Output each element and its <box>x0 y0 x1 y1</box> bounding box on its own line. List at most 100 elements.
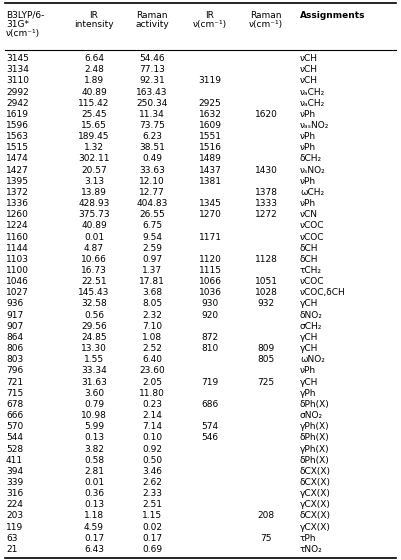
Text: 404.83: 404.83 <box>136 199 168 208</box>
Text: 73.75: 73.75 <box>139 121 165 130</box>
Text: 1516: 1516 <box>198 143 221 152</box>
Text: 686: 686 <box>201 400 219 409</box>
Text: 24.85: 24.85 <box>81 333 107 342</box>
Text: 0.10: 0.10 <box>142 433 162 442</box>
Text: 1171: 1171 <box>198 232 221 241</box>
Text: 0.01: 0.01 <box>84 232 104 241</box>
Text: γPh: γPh <box>300 389 316 398</box>
Text: 13.30: 13.30 <box>81 344 107 353</box>
Text: 0.97: 0.97 <box>142 255 162 264</box>
Text: 63: 63 <box>6 534 18 543</box>
Text: 11.80: 11.80 <box>139 389 165 398</box>
Text: 1427: 1427 <box>6 166 29 175</box>
Text: 0.69: 0.69 <box>142 545 162 554</box>
Text: 0.23: 0.23 <box>142 400 162 409</box>
Text: 1260: 1260 <box>6 210 29 220</box>
Text: 31G*: 31G* <box>6 20 29 29</box>
Text: 1489: 1489 <box>198 155 221 164</box>
Text: 1563: 1563 <box>6 132 29 141</box>
Text: 3134: 3134 <box>6 65 29 74</box>
Text: 1378: 1378 <box>255 188 277 197</box>
Text: ν(cm⁻¹): ν(cm⁻¹) <box>6 29 40 38</box>
Text: 302.11: 302.11 <box>78 155 110 164</box>
Text: γCX(X): γCX(X) <box>300 522 331 531</box>
Text: 3.82: 3.82 <box>84 445 104 454</box>
Text: 3.13: 3.13 <box>84 177 104 186</box>
Text: 1381: 1381 <box>198 177 221 186</box>
Text: 2.48: 2.48 <box>84 65 104 74</box>
Text: σCH₂: σCH₂ <box>300 322 322 331</box>
Text: 428.93: 428.93 <box>78 199 110 208</box>
Text: 25.45: 25.45 <box>81 110 107 119</box>
Text: 1115: 1115 <box>198 266 221 275</box>
Text: 1028: 1028 <box>255 288 277 297</box>
Text: 203: 203 <box>6 511 23 520</box>
Text: 29.56: 29.56 <box>81 322 107 331</box>
Text: 719: 719 <box>201 377 219 386</box>
Text: 1.15: 1.15 <box>142 511 162 520</box>
Text: 33.63: 33.63 <box>139 166 165 175</box>
Text: 4.87: 4.87 <box>84 244 104 253</box>
Text: 20.57: 20.57 <box>81 166 107 175</box>
Text: 1120: 1120 <box>198 255 221 264</box>
Text: 1036: 1036 <box>198 288 221 297</box>
Text: νCOC: νCOC <box>300 232 324 241</box>
Text: 1046: 1046 <box>6 277 29 286</box>
Text: 864: 864 <box>6 333 23 342</box>
Text: 2.33: 2.33 <box>142 489 162 498</box>
Text: Raman: Raman <box>136 11 168 20</box>
Text: 528: 528 <box>6 445 23 454</box>
Text: IR: IR <box>206 11 215 20</box>
Text: 809: 809 <box>257 344 275 353</box>
Text: 4.59: 4.59 <box>84 522 104 531</box>
Text: intensity: intensity <box>74 20 114 29</box>
Text: 1395: 1395 <box>6 177 29 186</box>
Text: 1.18: 1.18 <box>84 511 104 520</box>
Text: Raman: Raman <box>250 11 282 20</box>
Text: 250.34: 250.34 <box>136 99 168 108</box>
Text: 1619: 1619 <box>6 110 29 119</box>
Text: 13.89: 13.89 <box>81 188 107 197</box>
Text: 1437: 1437 <box>198 166 221 175</box>
Text: δCH: δCH <box>300 244 318 253</box>
Text: 16.73: 16.73 <box>81 266 107 275</box>
Text: 0.56: 0.56 <box>84 311 104 320</box>
Text: 6.75: 6.75 <box>142 221 162 230</box>
Text: 0.01: 0.01 <box>84 478 104 487</box>
Text: 1.32: 1.32 <box>84 143 104 152</box>
Text: 1272: 1272 <box>255 210 277 220</box>
Text: νCOC: νCOC <box>300 277 324 286</box>
Text: 0.50: 0.50 <box>142 456 162 465</box>
Text: νPh: νPh <box>300 110 316 119</box>
Text: 40.89: 40.89 <box>81 221 107 230</box>
Text: 2.81: 2.81 <box>84 467 104 476</box>
Text: 570: 570 <box>6 422 23 431</box>
Text: 936: 936 <box>6 300 23 309</box>
Text: 189.45: 189.45 <box>78 132 110 141</box>
Text: 721: 721 <box>6 377 23 386</box>
Text: 0.58: 0.58 <box>84 456 104 465</box>
Text: 1515: 1515 <box>6 143 29 152</box>
Text: 0.36: 0.36 <box>84 489 104 498</box>
Text: 930: 930 <box>201 300 219 309</box>
Text: νCOC: νCOC <box>300 221 324 230</box>
Text: 803: 803 <box>6 355 23 364</box>
Text: 10.98: 10.98 <box>81 411 107 420</box>
Text: 1224: 1224 <box>6 221 28 230</box>
Text: 32.58: 32.58 <box>81 300 107 309</box>
Text: 394: 394 <box>6 467 23 476</box>
Text: 1333: 1333 <box>255 199 277 208</box>
Text: 666: 666 <box>6 411 23 420</box>
Text: 1100: 1100 <box>6 266 29 275</box>
Text: 7.14: 7.14 <box>142 422 162 431</box>
Text: γCX(X): γCX(X) <box>300 489 331 498</box>
Text: 40.89: 40.89 <box>81 87 107 96</box>
Text: 2.14: 2.14 <box>142 411 162 420</box>
Text: δCH₂: δCH₂ <box>300 155 322 164</box>
Text: νPh: νPh <box>300 177 316 186</box>
Text: 145.43: 145.43 <box>78 288 110 297</box>
Text: γCH: γCH <box>300 344 318 353</box>
Text: 38.51: 38.51 <box>139 143 165 152</box>
Text: 75: 75 <box>260 534 272 543</box>
Text: 2.05: 2.05 <box>142 377 162 386</box>
